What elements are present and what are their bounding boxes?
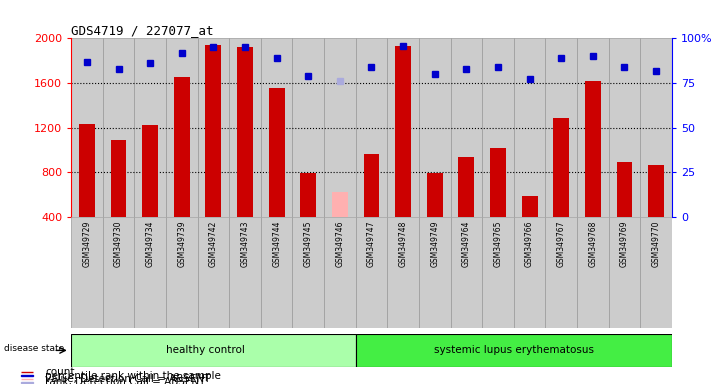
Bar [79, 124, 95, 217]
Bar [641, 217, 672, 328]
Bar [324, 38, 356, 217]
Bar [324, 217, 356, 328]
Text: GSM349734: GSM349734 [146, 220, 155, 267]
Bar [522, 196, 538, 217]
Text: GSM349768: GSM349768 [588, 220, 597, 266]
Bar [111, 140, 127, 217]
Bar [419, 38, 451, 217]
Text: GSM349767: GSM349767 [557, 220, 566, 267]
Bar [545, 38, 577, 217]
Bar [514, 217, 545, 328]
Bar [609, 217, 641, 328]
Bar [237, 47, 253, 217]
Bar [482, 217, 514, 328]
Bar [482, 38, 514, 217]
Bar [451, 38, 482, 217]
Bar [229, 217, 261, 328]
Bar [229, 38, 261, 217]
Bar [134, 217, 166, 328]
Bar [387, 38, 419, 217]
Text: GSM349766: GSM349766 [525, 220, 534, 267]
Text: percentile rank within the sample: percentile rank within the sample [45, 371, 221, 381]
Bar [166, 38, 198, 217]
Bar [553, 118, 569, 217]
Bar [641, 38, 672, 217]
Bar [609, 38, 641, 217]
Bar [356, 334, 672, 367]
Text: rank, Detection Call = ABSENT: rank, Detection Call = ABSENT [45, 377, 205, 384]
Bar [427, 174, 443, 217]
Bar [490, 148, 506, 217]
Bar [459, 157, 474, 217]
Bar [300, 174, 316, 217]
Bar [356, 38, 387, 217]
Bar [332, 192, 348, 217]
Bar [269, 88, 284, 217]
Bar [71, 217, 102, 328]
Text: GSM349746: GSM349746 [336, 220, 344, 267]
Bar [395, 46, 411, 217]
Bar [451, 217, 482, 328]
Bar [102, 217, 134, 328]
Bar [514, 38, 545, 217]
Bar [387, 217, 419, 328]
Text: count: count [45, 367, 75, 377]
Bar [174, 78, 190, 217]
Bar [419, 217, 451, 328]
Bar [648, 164, 664, 217]
Text: GSM349764: GSM349764 [462, 220, 471, 267]
Bar [585, 81, 601, 217]
Bar [577, 217, 609, 328]
Text: systemic lupus erythematosus: systemic lupus erythematosus [434, 345, 594, 356]
Text: GSM349765: GSM349765 [493, 220, 503, 267]
Bar [363, 154, 380, 217]
Bar [577, 38, 609, 217]
Bar [261, 217, 292, 328]
Text: disease state: disease state [4, 344, 64, 353]
Text: GSM349769: GSM349769 [620, 220, 629, 267]
Bar [198, 217, 229, 328]
Bar [71, 38, 102, 217]
Text: GSM349770: GSM349770 [651, 220, 661, 267]
Bar [292, 217, 324, 328]
Text: GSM349739: GSM349739 [177, 220, 186, 267]
Text: GDS4719 / 227077_at: GDS4719 / 227077_at [71, 24, 213, 37]
Bar [616, 162, 632, 217]
Text: GSM349749: GSM349749 [430, 220, 439, 267]
Bar [134, 38, 166, 217]
Bar [261, 38, 292, 217]
Bar [166, 217, 198, 328]
Bar [198, 38, 229, 217]
Bar [102, 38, 134, 217]
Text: GSM349747: GSM349747 [367, 220, 376, 267]
Text: GSM349730: GSM349730 [114, 220, 123, 267]
Text: GSM349743: GSM349743 [240, 220, 250, 267]
Text: GSM349742: GSM349742 [209, 220, 218, 266]
Bar [292, 38, 324, 217]
Bar [205, 45, 221, 217]
Text: value, Detection Call = ABSENT: value, Detection Call = ABSENT [45, 374, 210, 384]
Text: GSM349729: GSM349729 [82, 220, 92, 266]
Bar [545, 217, 577, 328]
Text: GSM349748: GSM349748 [399, 220, 407, 266]
Text: healthy control: healthy control [166, 345, 245, 356]
Bar [356, 217, 387, 328]
Text: GSM349745: GSM349745 [304, 220, 313, 267]
Bar [71, 334, 356, 367]
Bar [142, 126, 158, 217]
Text: GSM349744: GSM349744 [272, 220, 281, 267]
